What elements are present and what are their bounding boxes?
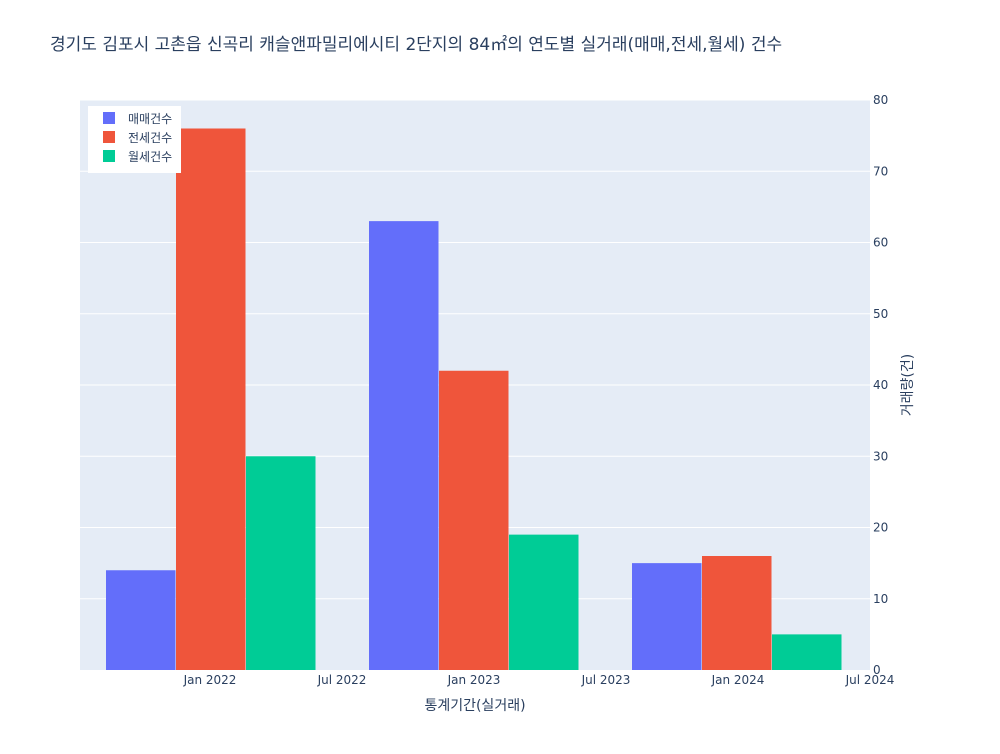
y-tick-label: 40 [873,378,888,392]
chart-title: 경기도 김포시 고촌읍 신곡리 캐슬앤파밀리에시티 2단지의 84㎡의 연도별 … [50,35,782,55]
x-tick-labels: Jan 2022 Jul 2022 Jan 2023 Jul 2023 Jan 2024… [183,673,895,687]
y-tick-labels: 0 10 20 30 40 50 60 70 80 [873,93,888,677]
legend-swatch[interactable] [103,131,115,143]
legend-label[interactable]: 월세건수 [128,150,172,164]
y-tick-label: 0 [873,663,881,677]
bar-sale[interactable] [369,221,439,670]
bar-wolse[interactable] [772,634,842,670]
x-tick-label: Jul 2024 [845,673,895,687]
y-tick-label: 80 [873,93,888,107]
legend-swatch[interactable] [103,112,115,124]
x-tick-label: Jan 2024 [711,673,765,687]
y-tick-label: 60 [873,236,888,250]
bar-jeonse[interactable] [702,556,772,670]
x-tick-label: Jul 2023 [581,673,631,687]
bar-jeonse[interactable] [439,370,509,670]
bar-wolse[interactable] [509,534,579,670]
y-tick-label: 20 [873,521,888,535]
legend-label[interactable]: 매매건수 [128,112,172,126]
legend-label[interactable]: 전세건수 [128,131,172,145]
bars-layer [106,128,842,671]
y-axis-title: 거래량(건) [900,354,916,416]
bar-sale[interactable] [106,570,176,670]
x-tick-label: Jul 2022 [317,673,367,687]
y-tick-label: 30 [873,449,888,463]
bar-wolse[interactable] [246,456,316,670]
y-tick-label: 70 [873,164,888,178]
x-tick-label: Jan 2023 [447,673,501,687]
y-tick-label: 50 [873,307,888,321]
x-axis-title: 통계기간(실거래) [424,698,525,714]
bar-jeonse[interactable] [176,128,246,671]
y-tick-label: 10 [873,592,888,606]
legend-swatch[interactable] [103,150,115,162]
x-tick-label: Jan 2022 [183,673,237,687]
bar-sale[interactable] [632,563,702,670]
